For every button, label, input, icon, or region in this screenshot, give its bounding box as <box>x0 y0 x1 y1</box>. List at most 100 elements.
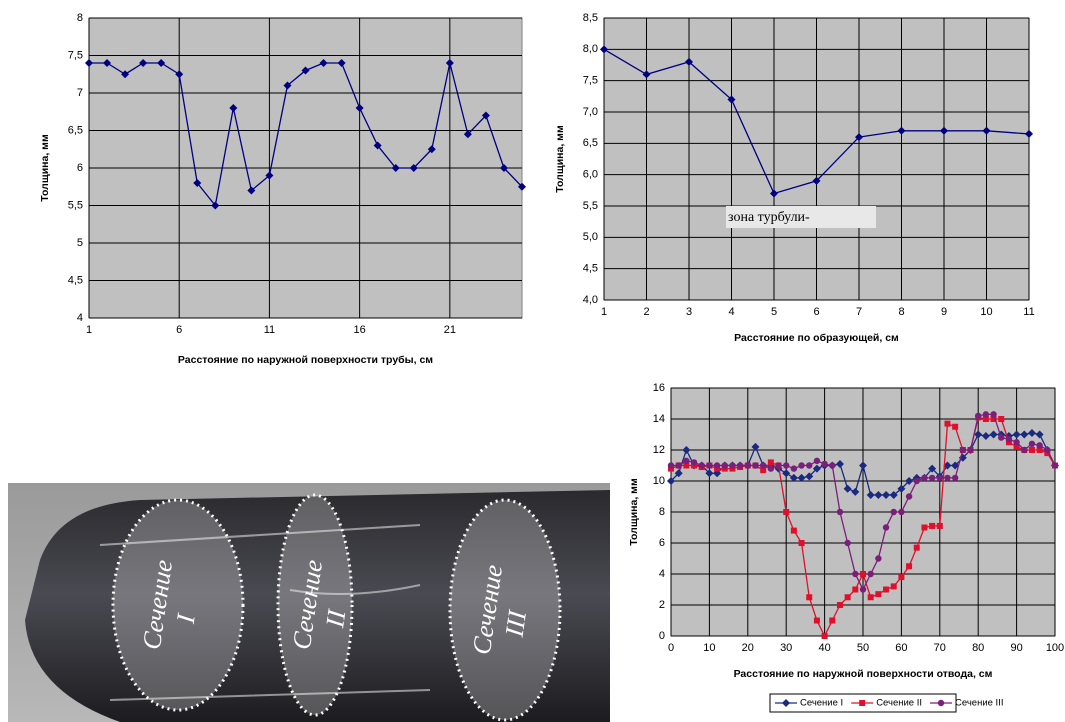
marker <box>928 474 936 482</box>
marker <box>951 461 960 470</box>
marker <box>812 464 821 473</box>
marker <box>874 490 883 499</box>
marker <box>229 104 238 112</box>
marker <box>667 477 675 485</box>
marker <box>1013 443 1020 450</box>
marker <box>798 462 805 469</box>
marker <box>1044 446 1051 454</box>
marker <box>1020 430 1029 439</box>
x-tick-label: 30 <box>780 642 792 654</box>
marker <box>193 179 202 187</box>
x-axis-label: Расстояние по образующей, см <box>734 332 899 344</box>
y-tick-label: 6 <box>77 162 83 174</box>
marker <box>913 544 920 551</box>
photo: Сечение I Сечение II Сечение III <box>8 483 610 722</box>
marker <box>982 126 991 135</box>
y-tick-label: 4,5 <box>583 263 598 275</box>
marker <box>990 411 997 418</box>
marker <box>721 462 728 469</box>
marker <box>752 462 759 469</box>
marker <box>844 539 851 547</box>
y-tick-label: 7,5 <box>583 75 598 87</box>
marker <box>875 591 882 598</box>
marker <box>139 59 148 67</box>
x-axis-label: Расстояние по наружной поверхности отвод… <box>734 668 993 680</box>
y-tick-label: 6 <box>659 537 665 549</box>
marker <box>518 182 526 191</box>
marker <box>683 457 690 465</box>
marker <box>959 446 967 454</box>
y-tick-label: 12 <box>653 444 665 456</box>
marker <box>373 141 382 150</box>
marker <box>852 586 859 593</box>
marker <box>682 446 691 454</box>
marker <box>427 145 436 154</box>
marker <box>713 462 721 469</box>
y-tick-label: 0 <box>659 630 665 642</box>
annotation: зона турбули- <box>728 210 810 225</box>
y-tick-label: 7,0 <box>583 106 598 118</box>
marker <box>1012 430 1021 439</box>
x-tick-label: 16 <box>354 324 366 336</box>
marker <box>1036 447 1043 453</box>
marker <box>982 411 990 418</box>
marker <box>940 126 948 135</box>
legend-label: Сечение II <box>876 698 922 709</box>
marker <box>783 509 790 515</box>
marker <box>744 462 751 469</box>
marker <box>936 522 943 529</box>
marker <box>319 59 328 67</box>
marker <box>951 474 959 482</box>
marker <box>990 416 997 422</box>
marker <box>265 171 274 180</box>
x-tick-label: 8 <box>898 306 904 318</box>
marker <box>921 524 928 531</box>
y-axis-label: Толщина, мм <box>39 134 51 202</box>
y-tick-label: 4 <box>77 312 83 324</box>
marker <box>770 189 778 198</box>
y-tick-label: 8 <box>77 12 83 24</box>
x-tick-label: 5 <box>771 306 777 318</box>
section-ellipse <box>276 493 354 717</box>
y-tick-label: 6,5 <box>68 124 83 136</box>
x-tick-label: 21 <box>444 324 456 336</box>
y-tick-label: 4,5 <box>68 274 83 286</box>
marker <box>921 474 928 482</box>
marker <box>706 462 713 469</box>
annotation-background <box>726 206 876 228</box>
marker <box>301 66 310 75</box>
marker <box>989 430 998 439</box>
marker <box>775 462 782 469</box>
x-tick-label: 70 <box>934 642 946 654</box>
y-tick-label: 16 <box>653 382 665 394</box>
marker <box>859 700 866 706</box>
x-tick-label: 10 <box>980 306 992 318</box>
marker <box>821 633 828 639</box>
y-tick-label: 6,5 <box>583 137 598 149</box>
marker <box>821 460 828 468</box>
marker <box>975 412 982 420</box>
marker <box>936 474 943 482</box>
marker <box>929 522 936 529</box>
marker <box>767 459 774 466</box>
marker <box>952 423 959 430</box>
marker <box>782 699 790 707</box>
x-axis-label: Расстояние по наружной поверхности трубы… <box>178 354 433 366</box>
x-tick-label: 10 <box>703 642 715 654</box>
marker <box>981 432 990 441</box>
x-tick-label: 50 <box>857 642 869 654</box>
marker <box>843 484 852 493</box>
y-tick-label: 5,5 <box>68 199 83 211</box>
marker <box>157 59 166 67</box>
marker <box>391 164 400 172</box>
x-tick-label: 2 <box>643 306 649 318</box>
marker <box>337 59 346 67</box>
section-ellipse <box>111 498 245 712</box>
marker <box>751 442 760 451</box>
marker <box>928 464 937 473</box>
marker <box>767 465 775 472</box>
marker <box>683 462 690 469</box>
x-tick-label: 1 <box>601 306 607 318</box>
marker <box>783 462 790 469</box>
